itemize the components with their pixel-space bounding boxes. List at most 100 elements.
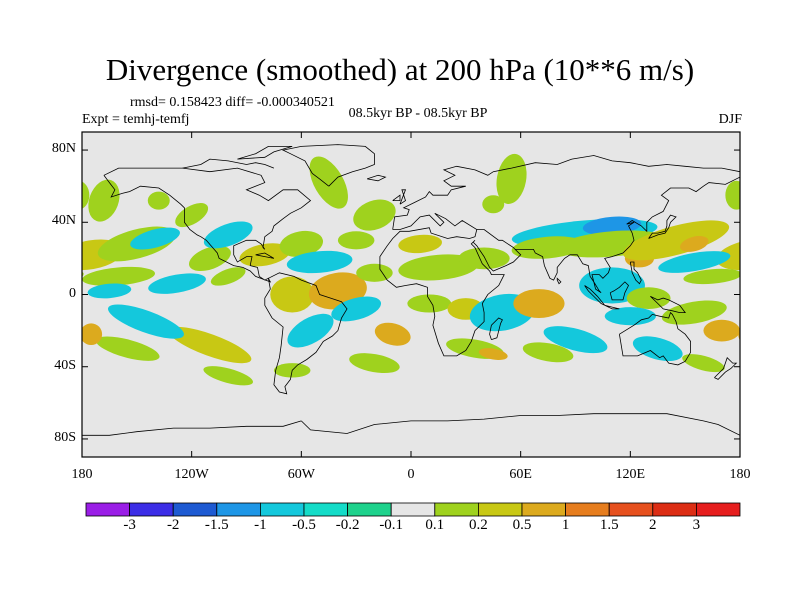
coastline	[392, 194, 401, 202]
divergence-region	[661, 300, 727, 325]
colorbar-swatch	[172, 502, 218, 517]
colorbar-swatch	[608, 502, 654, 517]
axis-ticks	[81, 132, 741, 457]
colorbar-swatch	[216, 502, 261, 517]
divergence-region	[130, 227, 180, 250]
divergence-region	[374, 322, 411, 346]
divergence-region	[87, 283, 132, 299]
coastline	[366, 174, 387, 182]
divergence-region	[88, 179, 120, 222]
coastline	[619, 311, 691, 366]
colorbar-swatch	[129, 502, 174, 517]
coastline	[392, 155, 740, 230]
divergence-region	[543, 326, 608, 354]
divergence-region	[703, 319, 740, 342]
latitude-label: 0	[69, 285, 76, 301]
divergence-region	[683, 268, 740, 285]
divergence-region	[210, 267, 246, 286]
divergence-region	[203, 221, 253, 249]
divergence-region	[745, 282, 790, 300]
divergence-region	[147, 191, 170, 210]
coastline	[604, 304, 620, 310]
coastline	[281, 144, 375, 187]
coastline	[629, 261, 642, 285]
divergence-region	[337, 231, 375, 250]
divergence-region	[82, 266, 155, 286]
coastline	[379, 212, 505, 357]
period-label: 08.5kyr BP - 08.5kyr BP	[348, 106, 488, 121]
coastline	[515, 176, 740, 294]
colorbar-swatch	[303, 502, 348, 517]
latitude-label: 80S	[54, 429, 76, 445]
coastline	[82, 420, 302, 436]
divergence-region	[270, 276, 315, 313]
divergence-region	[0, 247, 74, 277]
colorbar-label: -1	[254, 517, 267, 533]
divergence-region	[168, 326, 252, 364]
coastline	[255, 252, 275, 259]
divergence-region	[95, 336, 160, 361]
coastlines	[82, 144, 740, 436]
coastline	[399, 189, 407, 205]
divergence-region	[108, 304, 184, 339]
longitude-label: 60E	[509, 467, 532, 482]
divergence-region	[239, 243, 291, 267]
divergence-region	[626, 287, 671, 309]
colorbar-label: 1.5	[599, 517, 619, 533]
divergence-region	[82, 181, 90, 209]
colorbar-label: 0.1	[425, 517, 445, 533]
longitude-label: 120W	[174, 467, 209, 482]
divergence-region	[739, 264, 800, 288]
colorbar-swatch	[565, 502, 610, 517]
divergence-field	[0, 153, 800, 386]
divergence-region	[45, 320, 82, 342]
latitude-label: 40S	[54, 357, 76, 373]
coastline	[301, 413, 740, 436]
colorbar-swatch	[434, 502, 479, 517]
divergence-region	[513, 289, 565, 318]
colorbar-swatch	[696, 502, 741, 517]
colorbar-swatch	[652, 502, 697, 517]
season-label: DJF	[718, 112, 742, 127]
divergence-region	[522, 342, 574, 363]
stats-text: rmsd= 0.158423 diff= -0.000340521	[130, 95, 335, 110]
divergence-region	[622, 220, 730, 261]
divergence-region	[82, 268, 84, 285]
divergence-region	[279, 230, 324, 257]
divergence-region	[458, 247, 510, 270]
divergence-region	[604, 307, 656, 326]
divergence-region	[287, 313, 334, 348]
coastline	[472, 229, 522, 272]
divergence-region	[175, 203, 209, 228]
divergence-region	[82, 323, 103, 346]
coastline	[648, 214, 677, 239]
divergence-region	[680, 236, 709, 252]
divergence-region	[632, 336, 683, 362]
colorbar-swatch	[259, 502, 305, 517]
divergence-region	[0, 332, 27, 366]
map-title: Divergence (smoothed) at 200 hPa (10**6 …	[105, 52, 695, 87]
coastline	[609, 281, 629, 301]
colorbar-swatch	[390, 502, 436, 517]
divergence-region	[356, 263, 393, 282]
divergence-region	[203, 366, 254, 386]
colorbar-swatch	[85, 502, 130, 517]
coastline	[264, 272, 348, 395]
colorbar-swatch	[521, 502, 566, 517]
colorbar-label: -0.5	[292, 517, 316, 533]
divergence-region	[762, 298, 800, 346]
divergence-region	[20, 233, 52, 255]
colorbar-swatch	[347, 502, 392, 517]
colorbar-label: 0.2	[469, 517, 488, 533]
divergence-region	[286, 250, 353, 274]
coastline	[103, 167, 312, 283]
colorbar-label: -3	[123, 517, 136, 533]
longitude-label: 0	[407, 467, 415, 482]
longitude-label: 180	[71, 467, 93, 482]
colorbar-label: -1.5	[204, 517, 229, 533]
colorbar-swatch	[477, 502, 523, 517]
divergence-region	[353, 199, 396, 231]
experiment-label: Expt = temhj-temfj	[82, 112, 190, 127]
coastline	[237, 145, 293, 160]
